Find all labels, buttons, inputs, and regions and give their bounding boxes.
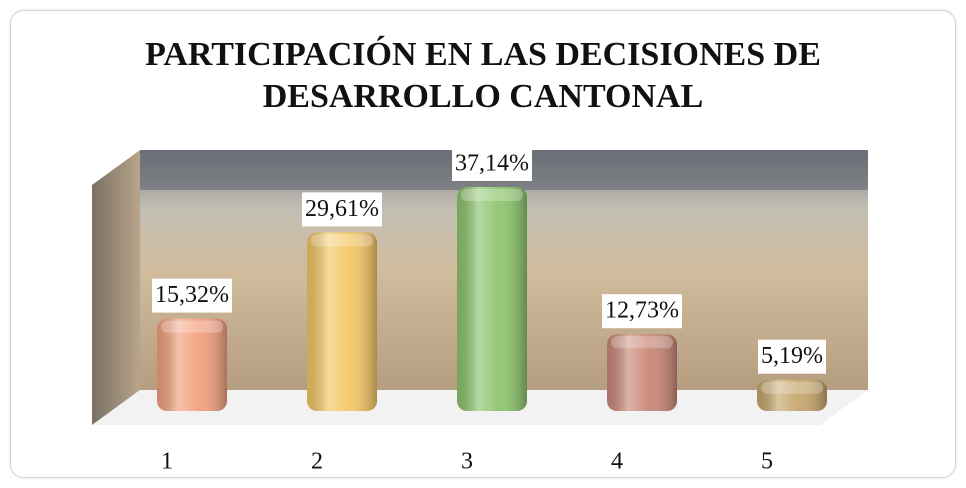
value-label: 5,19% (761, 343, 823, 369)
chart-frame (10, 10, 956, 478)
bar-cap (611, 336, 673, 349)
value-label: 37,14% (455, 151, 529, 177)
bar (307, 232, 377, 411)
x-tick-label: 4 (611, 449, 623, 475)
bar-cap (161, 320, 223, 333)
side-wall (92, 150, 140, 425)
x-tick-label: 2 (311, 449, 323, 475)
x-tick-label: 3 (461, 449, 473, 475)
x-tick-label: 5 (761, 449, 773, 475)
bar-shine (307, 232, 377, 411)
bar-shine (457, 187, 527, 411)
value-label-box (758, 339, 826, 374)
chart-title: PARTICIPACIÓN EN LAS DECISIONES DE DESAR… (145, 36, 821, 115)
bar (157, 318, 227, 411)
bar-shine (607, 334, 677, 411)
value-label-box (152, 278, 232, 313)
bar-shine (757, 379, 827, 411)
bar-shine (157, 318, 227, 411)
bar (607, 334, 677, 411)
bar (757, 379, 827, 411)
value-label: 29,61% (305, 196, 379, 222)
bar-cap (311, 234, 373, 247)
bar-cap (461, 189, 523, 201)
value-label-box (602, 294, 682, 329)
bar (457, 187, 527, 411)
bar-cap (761, 381, 823, 394)
value-label: 12,73% (605, 298, 679, 324)
x-tick-label: 1 (161, 449, 173, 475)
value-label-box (452, 147, 532, 181)
value-label: 15,32% (155, 282, 229, 308)
value-label-box (302, 192, 382, 227)
